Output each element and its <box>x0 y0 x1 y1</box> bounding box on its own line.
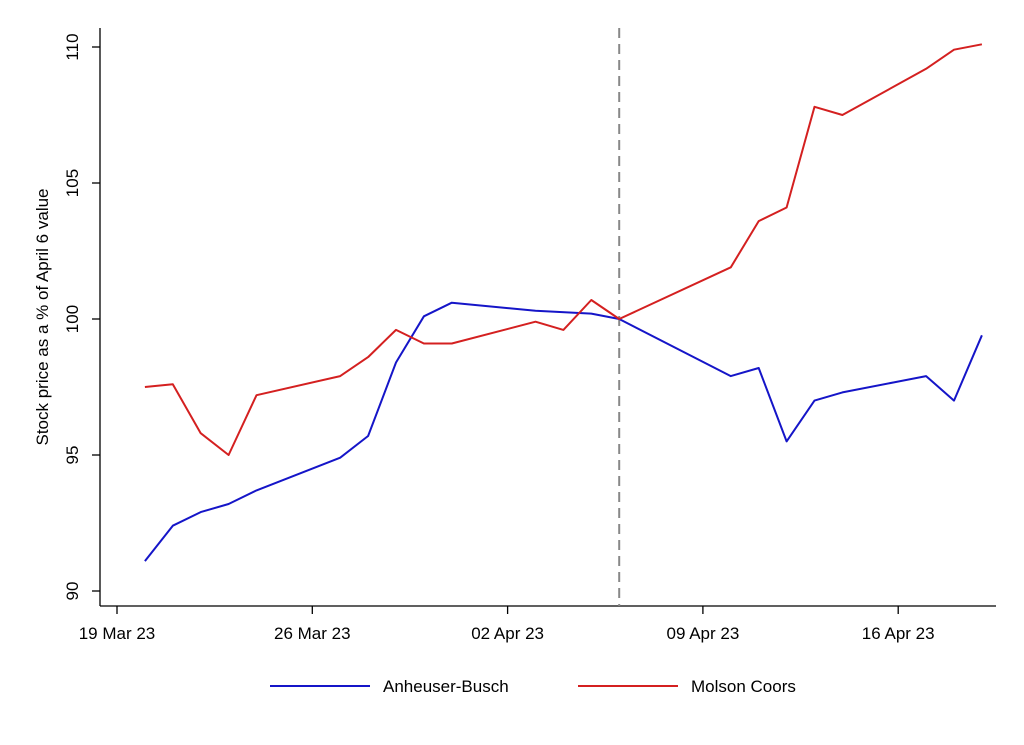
y-tick-label: 110 <box>63 33 82 60</box>
series-line-anheuser-busch <box>144 301 983 562</box>
series-line-molson-coors <box>144 43 983 456</box>
y-tick-label: 100 <box>63 305 82 333</box>
x-tick-label: 09 Apr 23 <box>667 624 740 643</box>
x-tick-label: 16 Apr 23 <box>862 624 935 643</box>
y-axis-title: Stock price as a % of April 6 value <box>33 188 52 445</box>
y-axis-ticks: 90 95 100 105 110 <box>63 33 100 600</box>
legend: Anheuser-Busch Molson Coors <box>270 677 796 696</box>
x-tick-label: 26 Mar 23 <box>274 624 351 643</box>
x-axis-ticks: 19 Mar 23 26 Mar 23 02 Apr 23 09 Apr 23 16 A… <box>79 606 935 643</box>
x-tick-label: 19 Mar 23 <box>79 624 156 643</box>
y-tick-label: 90 <box>63 582 82 601</box>
legend-label: Molson Coors <box>691 677 796 696</box>
y-tick-label: 105 <box>63 169 82 197</box>
plot-area: 90 95 100 105 110 19 Mar 23 26 Mar 23 02 Apr 2… <box>63 28 996 643</box>
series-lines <box>144 43 983 562</box>
x-tick-label: 02 Apr 23 <box>471 624 544 643</box>
y-tick-label: 95 <box>63 446 82 465</box>
legend-label: Anheuser-Busch <box>383 677 509 696</box>
